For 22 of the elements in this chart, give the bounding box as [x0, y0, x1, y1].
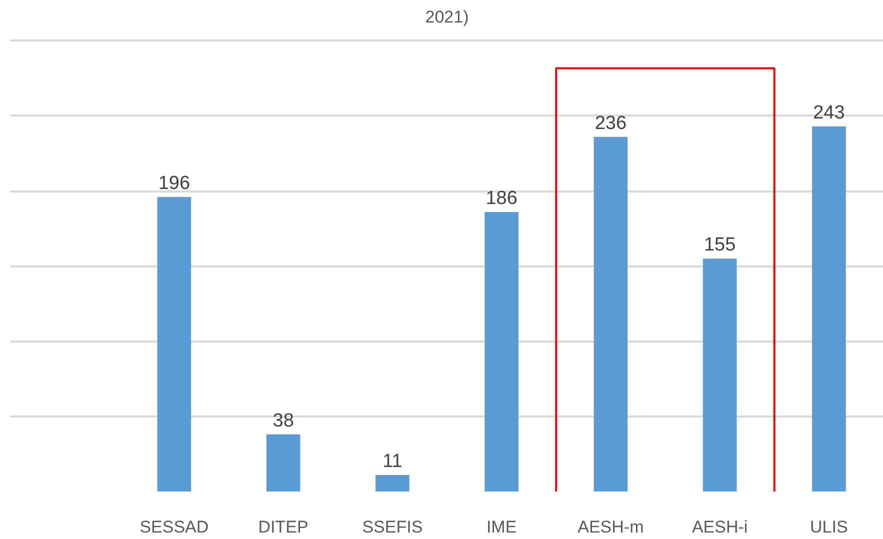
data-label: 196: [158, 173, 190, 194]
data-label: 243: [813, 102, 845, 124]
bar: [376, 474, 410, 492]
x-tick-label: SSEFIS: [362, 518, 423, 536]
data-label: 155: [704, 234, 736, 256]
x-tick-label: AESH-i: [692, 518, 748, 536]
bar: [702, 258, 737, 492]
x-tick-label: DITEP: [258, 518, 308, 536]
chart-title: 2021): [425, 8, 469, 26]
x-tick-label: AESH-m: [578, 518, 644, 536]
data-label: 38: [272, 410, 294, 432]
x-tick-label: ULIS: [810, 518, 848, 536]
bar: [812, 126, 846, 492]
data-label: 236: [594, 112, 627, 134]
bar: [594, 136, 628, 492]
bar: [484, 212, 518, 492]
x-tick-label: IME: [486, 518, 517, 536]
bar: [157, 197, 192, 492]
data-label: 186: [486, 188, 518, 210]
x-tick-label: SESSAD: [140, 518, 209, 536]
data-label: 11: [382, 450, 402, 472]
bar: [266, 434, 300, 492]
